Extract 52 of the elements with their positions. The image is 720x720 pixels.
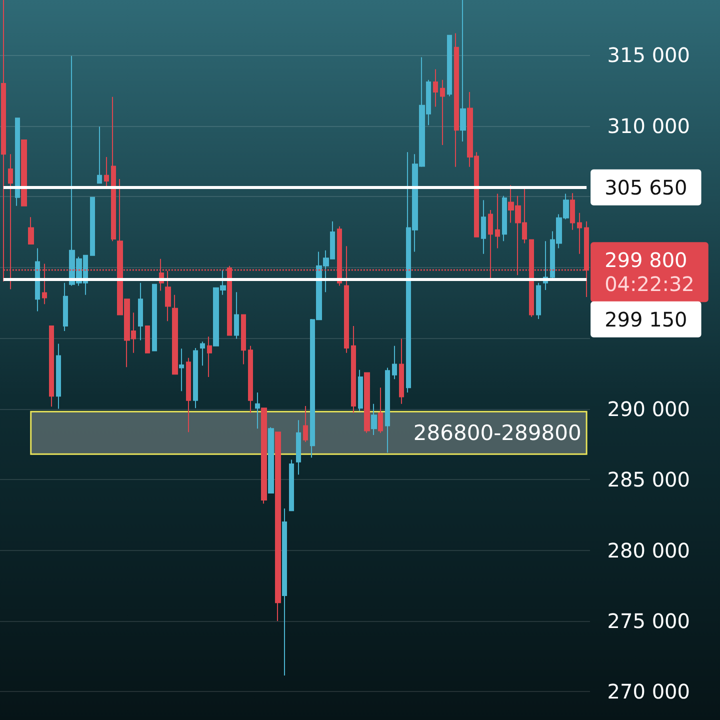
candlestick: [165, 270, 171, 322]
candlestick: [49, 326, 54, 408]
band-label: 286800-289800: [413, 420, 582, 445]
candlestick: [234, 292, 239, 340]
candlestick: [502, 195, 507, 242]
candlestick: [481, 200, 486, 254]
candlestick: [193, 347, 198, 409]
candlestick: [200, 341, 205, 366]
candlestick: [261, 408, 267, 504]
candlestick: [90, 196, 95, 256]
candlestick: [303, 405, 308, 443]
y-tick-label: 280 000: [607, 538, 690, 562]
candlestick: [241, 314, 246, 365]
candlestick: [179, 348, 184, 392]
candlestick: [21, 140, 27, 206]
y-tick-label: 275 000: [607, 608, 690, 633]
y-tick-label: 290 000: [607, 396, 690, 421]
candlestick: [385, 367, 390, 454]
candlestick: [282, 508, 287, 676]
text: 04:22:32: [604, 272, 694, 296]
candlestick: [454, 32, 459, 168]
y-tick-label: 285 000: [607, 468, 690, 492]
candlestick: [460, 0, 466, 142]
candlestick: [111, 96, 116, 242]
candlestick: [447, 34, 452, 97]
ref-line-label: 305 650: [604, 175, 688, 200]
candlestick: [371, 403, 377, 436]
candlestick: [145, 326, 150, 354]
ref-line-label: 299 800: [604, 248, 688, 272]
candlestick: [289, 459, 294, 512]
candlestick: [392, 345, 397, 380]
candlestick: [138, 282, 143, 341]
y-tick-label: 270 000: [607, 680, 690, 704]
candlestick: [364, 372, 370, 434]
candlestick: [15, 118, 20, 206]
candlestick: [172, 294, 178, 375]
y-tick-label: 315 000: [607, 43, 690, 68]
candlestick: [255, 392, 260, 430]
candlestick: [358, 369, 363, 412]
candlestick: [207, 336, 212, 378]
candlestick: [97, 126, 102, 184]
candlestick: [152, 284, 157, 352]
candlestick: [378, 387, 383, 434]
candlestick: [28, 216, 34, 245]
candlestick: [296, 420, 301, 476]
candlestick: [275, 432, 281, 622]
candlestick: [268, 426, 274, 494]
candlestick: [536, 282, 541, 320]
y-tick-label: 310 000: [607, 114, 690, 138]
ref-line-label: 299 150: [604, 307, 688, 332]
candlestick: [63, 282, 68, 332]
candlestick: [56, 343, 61, 410]
